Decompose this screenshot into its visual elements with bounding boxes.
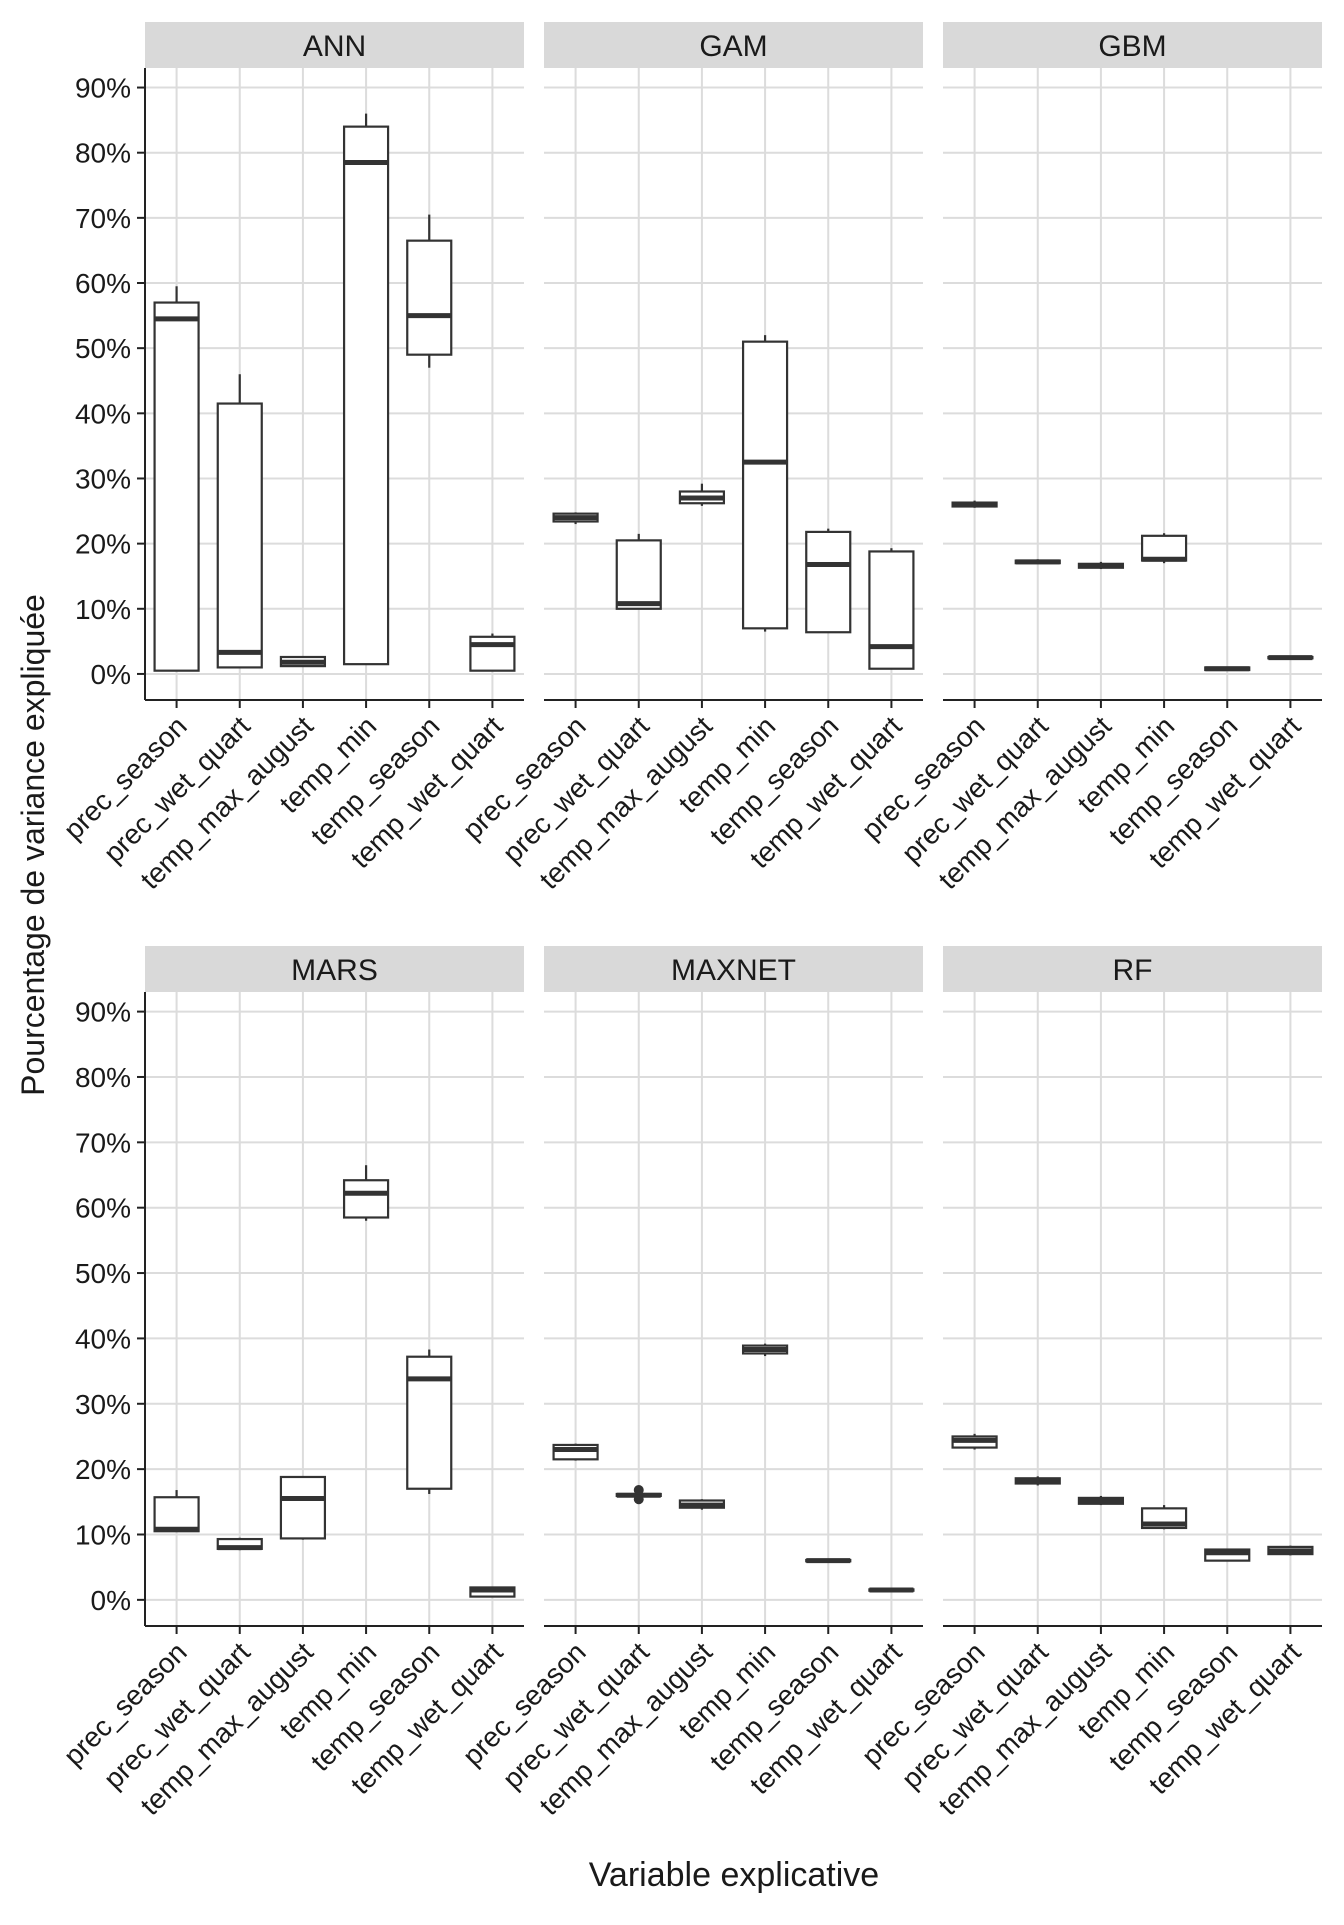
box-prec-season [552, 1443, 599, 1461]
box-temp-season [1204, 666, 1251, 672]
y-tick-label: 60% [75, 1193, 131, 1224]
y-tick-label: 70% [75, 203, 131, 234]
iqr-box [279, 1475, 327, 1540]
y-tick-label: 0% [91, 659, 131, 690]
box-prec-wet-quart [1014, 1476, 1061, 1486]
y-tick-label: 90% [75, 73, 131, 104]
iqr-box [216, 402, 263, 669]
panel-title: GAM [699, 30, 767, 63]
panel-strip [943, 22, 1322, 68]
panel-rf: RFprec_seasonprec_wet_quarttemp_max_augu… [856, 946, 1322, 1821]
box-prec-season [552, 512, 599, 525]
panel-strip [544, 946, 923, 992]
box-temp-wet-quart [1267, 1545, 1314, 1556]
panel-strip [145, 946, 524, 992]
y-tick-label: 80% [75, 138, 131, 169]
iqr-box [153, 301, 200, 672]
box-temp-max-august [279, 1475, 327, 1540]
box-temp-min [342, 1165, 390, 1221]
box-temp-min [1140, 1505, 1188, 1530]
iqr-box [1140, 534, 1188, 562]
panel-gbm: GBMprec_seasonprec_wet_quarttemp_max_aug… [856, 22, 1322, 895]
iqr-box [615, 539, 662, 610]
panel-title: GBM [1098, 30, 1166, 63]
iqr-box [406, 239, 453, 356]
box-temp-max-august [279, 655, 327, 668]
box-prec-season [153, 286, 200, 672]
box-prec-season [951, 500, 998, 508]
box-prec-wet-quart [615, 533, 662, 610]
y-tick-label: 50% [75, 1258, 131, 1289]
panel-strip [943, 946, 1322, 992]
box-temp-wet-quart [469, 1586, 516, 1598]
box-prec-wet-quart [615, 1485, 662, 1505]
y-tick-label: 30% [75, 1389, 131, 1420]
box-prec-season [153, 1490, 200, 1533]
y-tick-label: 20% [75, 1454, 131, 1485]
box-prec-wet-quart [216, 374, 263, 669]
x-axis-title: Variable explicative [589, 1856, 879, 1894]
panel-ann: ANNprec_seasonprec_wet_quarttemp_max_aug… [58, 22, 524, 895]
panel-mars: MARSprec_seasonprec_wet_quarttemp_max_au… [58, 946, 524, 1821]
box-temp-max-august [1077, 1495, 1125, 1506]
iqr-box [342, 125, 390, 666]
iqr-box [741, 340, 789, 630]
y-axis-title: Pourcentage de variance expliquée [15, 594, 51, 1096]
box-temp-min [741, 1343, 789, 1357]
box-temp-season [805, 528, 852, 634]
y-tick-label: 70% [75, 1127, 131, 1158]
box-prec-season [951, 1433, 998, 1450]
iqr-box [868, 550, 915, 670]
box-temp-min [741, 335, 789, 632]
box-temp-season [1204, 1548, 1251, 1562]
panel-title: MAXNET [671, 954, 796, 987]
y-tick-label: 20% [75, 529, 131, 560]
box-temp-season [406, 1349, 453, 1494]
iqr-box [469, 635, 516, 672]
box-temp-min [1140, 533, 1188, 564]
box-temp-wet-quart [1267, 655, 1314, 661]
panel-title: MARS [291, 954, 378, 987]
box-temp-wet-quart [868, 1587, 915, 1593]
outlier-point [633, 1485, 644, 1496]
outlier-point [633, 1494, 644, 1505]
y-tick-label: 60% [75, 268, 131, 299]
box-temp-wet-quart [868, 548, 915, 670]
panel-title: ANN [303, 30, 366, 63]
panel-strip [145, 22, 524, 68]
panel-maxnet: MAXNETprec_seasonprec_wet_quarttemp_max_… [457, 946, 923, 1821]
box-temp-min [342, 113, 390, 666]
box-temp-max-august [1077, 561, 1125, 570]
y-tick-label: 10% [75, 1519, 131, 1550]
panel-gam: GAMprec_seasonprec_wet_quarttemp_max_aug… [457, 22, 923, 895]
iqr-box [342, 1179, 390, 1219]
box-temp-wet-quart [469, 633, 516, 672]
y-tick-label: 90% [75, 997, 131, 1028]
y-tick-label: 10% [75, 594, 131, 625]
y-tick-label: 0% [91, 1585, 131, 1616]
panel-strip [544, 22, 923, 68]
box-temp-max-august [678, 1499, 726, 1510]
box-prec-wet-quart [1014, 559, 1061, 565]
y-tick-label: 40% [75, 1323, 131, 1354]
box-temp-max-august [678, 483, 726, 506]
panel-title: RF [1113, 954, 1153, 987]
box-temp-season [406, 214, 453, 368]
box-prec-wet-quart [216, 1537, 263, 1551]
y-tick-label: 50% [75, 333, 131, 364]
iqr-box [805, 530, 852, 634]
box-temp-season [805, 1558, 852, 1564]
iqr-box [153, 1496, 200, 1533]
y-tick-label: 80% [75, 1062, 131, 1093]
y-tick-label: 40% [75, 398, 131, 429]
y-tick-label: 30% [75, 463, 131, 494]
